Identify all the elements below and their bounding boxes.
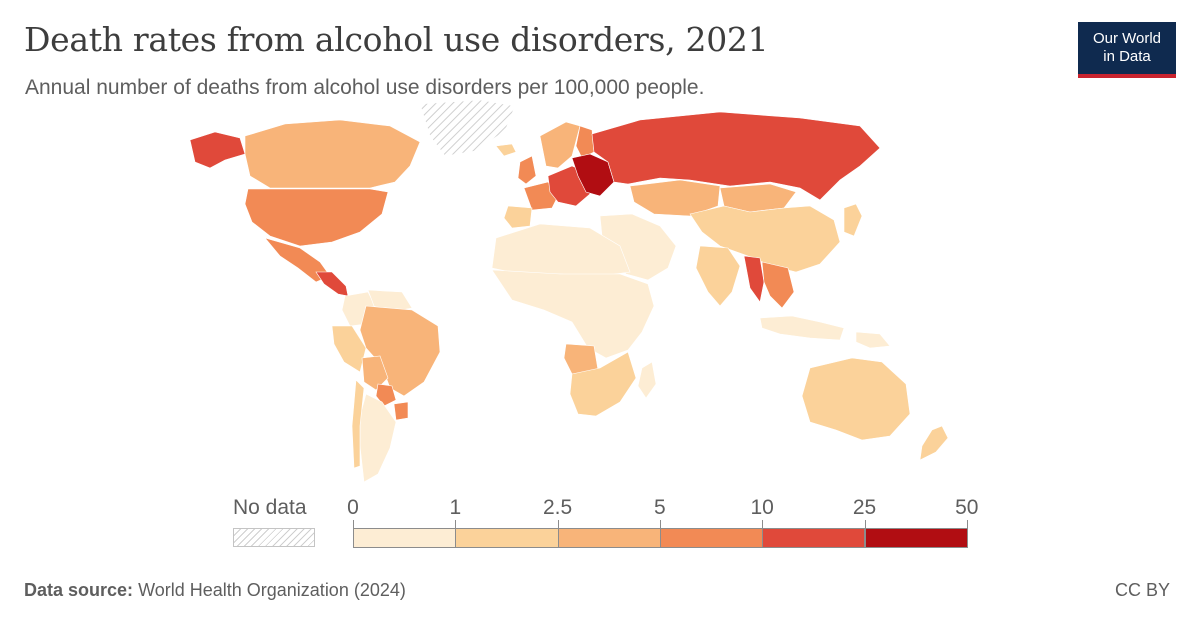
world-map[interactable] [120,96,1020,491]
chart-title: Death rates from alcohol use disorders, … [24,20,769,59]
legend-tick-label: 5 [654,496,666,519]
legend-tick-label: 0 [347,496,359,519]
region-central-america[interactable] [315,271,349,297]
region-iceland[interactable] [495,143,517,157]
region-india[interactable] [695,245,741,307]
legend-bin-1[interactable] [353,528,457,548]
legend-bin-2[interactable] [455,528,559,548]
region-australia[interactable] [801,357,911,441]
region-alaska[interactable] [189,131,246,169]
region-united-states[interactable] [244,188,389,247]
region-southern-africa[interactable] [569,351,637,417]
region-west-and-central-africa[interactable] [491,269,655,359]
region-japan[interactable] [843,203,863,237]
legend-bin-3[interactable] [557,528,661,548]
region-paraguay[interactable] [375,383,397,407]
region-argentina[interactable] [359,393,397,483]
logo-line-1: Our World [1092,30,1162,47]
logo-line-2: in Data [1103,48,1151,65]
license-link[interactable]: CC BY [1114,580,1170,600]
legend-no-data-swatch[interactable] [233,528,315,547]
legend-tick-label: 50 [955,496,979,519]
legend-tick-mark [557,520,559,528]
legend-tick-label: 10 [750,496,774,519]
region-madagascar[interactable] [637,361,657,399]
legend-bin-5[interactable] [762,528,866,548]
legend-tick-label: 2.5 [542,496,573,519]
region-myanmar[interactable] [743,255,765,303]
legend-tick-mark [762,520,764,528]
legend-tick-mark [455,520,457,528]
region-mainland-southeast-asia[interactable] [761,261,795,309]
region-bolivia[interactable] [361,355,389,391]
region-canada[interactable] [244,119,421,189]
region-united-kingdom[interactable] [517,155,537,185]
region-uruguay[interactable] [393,401,409,421]
region-greenland[interactable] [419,99,516,157]
legend-tick-mark [966,520,968,528]
region-new-zealand[interactable] [919,425,949,461]
legend-bin-6[interactable] [864,528,968,548]
region-indonesia[interactable] [759,315,845,341]
region-eastern-europe[interactable] [571,153,615,197]
legend-tick-mark [659,520,661,528]
data-source: Data source: World Health Organization (… [24,580,406,601]
legend-tick-mark [864,520,866,528]
legend-tick-label: 25 [852,496,877,519]
owid-logo[interactable]: Our World in Data [1078,22,1176,78]
region-scandinavia[interactable] [539,121,581,169]
data-source-label: Data source: [24,580,134,600]
map-legend: No data 0 1 2.5 5 10 25 50 [0,490,1200,560]
logo-accent-bar [1078,74,1176,78]
legend-bin-4[interactable] [659,528,764,548]
region-russia[interactable] [591,111,881,201]
chart-subtitle: Annual number of deaths from alcohol use… [25,76,705,99]
region-papua-new-guinea[interactable] [855,331,891,349]
legend-tick-label: 1 [449,496,462,519]
region-iberia[interactable] [503,205,533,229]
data-source-link[interactable]: World Health Organization (2024) [138,580,406,600]
legend-tick-mark [353,520,354,528]
region-chile[interactable] [351,379,365,469]
legend-no-data-label: No data [233,496,307,519]
region-peru[interactable] [331,325,367,373]
region-brazil[interactable] [359,305,441,397]
